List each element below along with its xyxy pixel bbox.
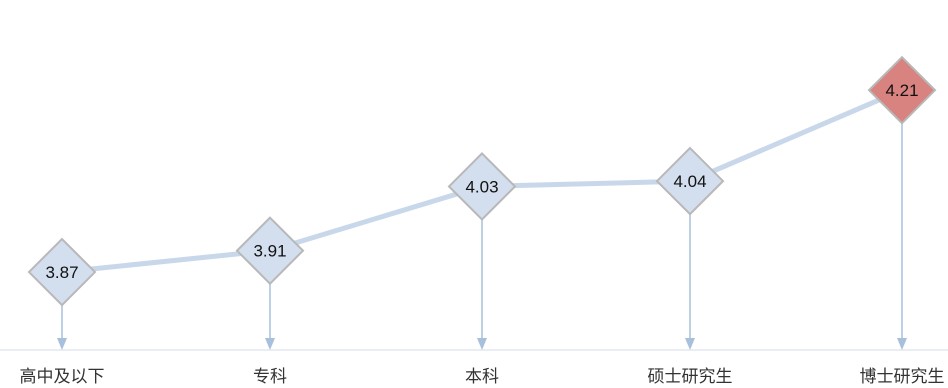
drop-arrow <box>265 338 275 350</box>
drop-arrow <box>897 338 907 350</box>
data-markers: 3.87 3.91 4.03 4.04 4.21 <box>27 55 937 307</box>
data-label: 4.03 <box>465 177 498 196</box>
x-tick-label: 高中及以下 <box>20 367 105 387</box>
drop-arrow <box>57 338 67 350</box>
x-tick-labels: 高中及以下 专科 本科 硕士研究生 博士研究生 <box>20 367 945 387</box>
data-label: 3.91 <box>253 242 286 261</box>
x-tick-label: 专科 <box>253 367 287 387</box>
data-label: 4.21 <box>885 81 918 100</box>
data-point-marker <box>655 146 725 216</box>
data-label: 4.04 <box>673 172 706 191</box>
data-label: 3.87 <box>45 263 78 282</box>
x-tick-label: 本科 <box>465 367 499 387</box>
data-point-marker <box>235 216 305 286</box>
data-point-marker <box>447 152 517 221</box>
data-point-marker <box>867 55 937 125</box>
drop-arrow <box>477 338 487 350</box>
data-point-marker <box>27 237 97 307</box>
x-tick-label: 博士研究生 <box>860 367 945 387</box>
drop-arrow <box>685 338 695 350</box>
x-tick-label: 硕士研究生 <box>648 367 733 387</box>
